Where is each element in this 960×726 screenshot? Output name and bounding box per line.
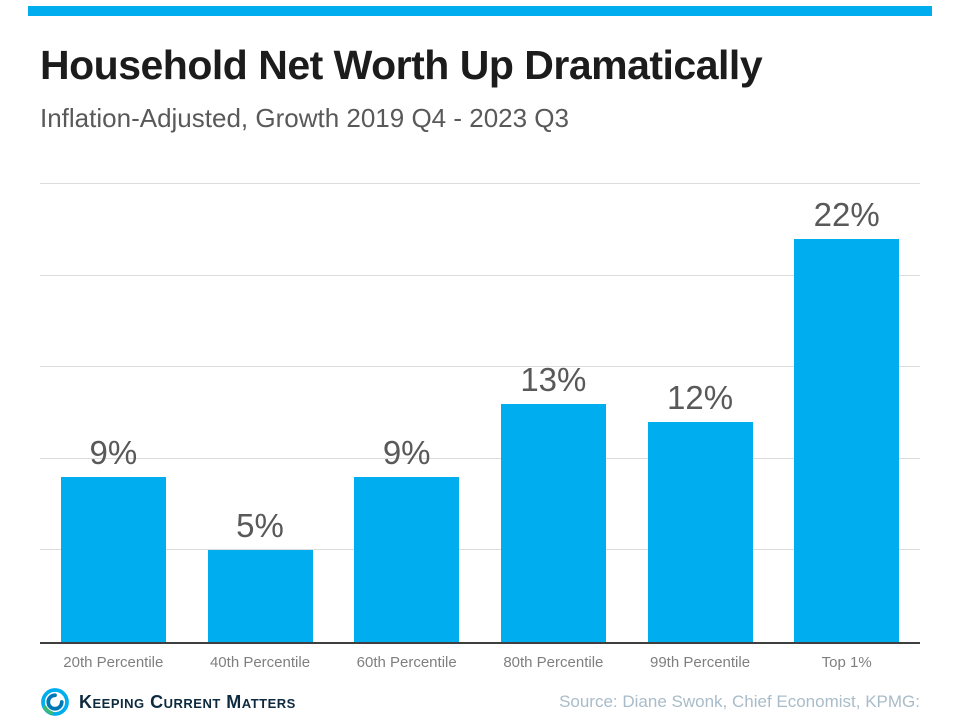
bar-column: 9% (333, 184, 480, 642)
gridline (40, 183, 920, 184)
slide-content: Household Net Worth Up Dramatically Infl… (0, 42, 960, 717)
bar-value-label: 9% (89, 434, 138, 472)
x-axis-label: 20th Percentile (63, 654, 164, 671)
gridline (40, 549, 920, 551)
plot-area: 9% 5% 9% 13% 12% 22% (40, 183, 920, 644)
gridline (40, 366, 920, 368)
bar (500, 403, 606, 642)
page-title: Household Net Worth Up Dramatically (40, 42, 763, 88)
bar (354, 477, 460, 642)
x-axis-label: Top 1% (821, 654, 872, 671)
x-axis-label: 60th Percentile (356, 654, 457, 671)
bar-column: 9% (40, 184, 187, 642)
bar-value-label: 22% (813, 195, 880, 233)
x-axis-label: 80th Percentile (503, 654, 604, 671)
bar-column: 22% (773, 184, 920, 642)
x-labels-row: 20th Percentile 40th Percentile 60th Perce… (40, 654, 920, 671)
footer: Keeping Current Matters Source: Diane Sw… (40, 687, 920, 717)
gridline (40, 457, 920, 459)
bar-column: 12% (627, 184, 774, 642)
kcm-logo: Keeping Current Matters (40, 687, 296, 717)
bar-value-label: 9% (382, 434, 431, 472)
bar-value-label: 5% (236, 507, 284, 545)
kcm-logo-icon (41, 688, 69, 716)
x-axis-label: 99th Percentile (649, 654, 751, 671)
source-attribution: Source: Diane Swonk, Chief Economist, KP… (559, 692, 920, 711)
page-subtitle: Inflation-Adjusted, Growth 2019 Q4 - 202… (40, 103, 569, 133)
bar (60, 477, 166, 642)
bars-row: 9% 5% 9% 13% 12% 22% (40, 184, 920, 642)
gridline (40, 274, 920, 276)
bar-value-label: 13% (520, 360, 587, 398)
bar-column: 5% (187, 184, 334, 642)
bar-column: 13% (480, 184, 627, 642)
bar (647, 422, 753, 642)
kcm-logo-text: Keeping Current Matters (79, 691, 296, 712)
bar-chart: 9% 5% 9% 13% 12% 22% 20th Percentile 40th Perc… (40, 183, 920, 671)
bar-value-label: 12% (666, 379, 734, 417)
bar (794, 238, 900, 642)
top-accent-strip (28, 6, 932, 16)
bar (207, 550, 313, 642)
x-axis-label: 40th Percentile (209, 654, 311, 671)
